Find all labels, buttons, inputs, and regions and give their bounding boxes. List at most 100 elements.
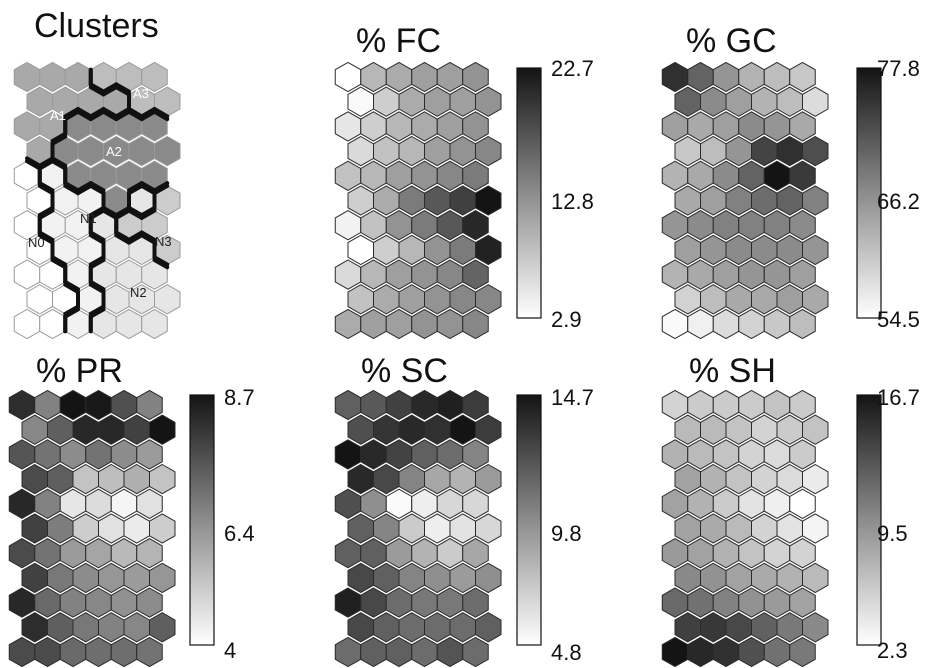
cluster-boundary bbox=[88, 183, 106, 196]
hex-cell bbox=[21, 463, 48, 495]
hex-cell bbox=[373, 562, 400, 594]
hex-cell bbox=[712, 210, 740, 241]
hex-cell bbox=[411, 488, 438, 519]
hex-cell bbox=[360, 587, 387, 618]
hex-cell bbox=[674, 513, 701, 544]
hex-cell bbox=[687, 488, 714, 519]
hex-cell bbox=[398, 612, 425, 643]
sc-colorbar-min-label: 4.8 bbox=[551, 640, 582, 665]
cluster-boundary bbox=[152, 255, 170, 267]
hex-cell bbox=[8, 439, 36, 470]
hex-cell bbox=[776, 513, 803, 544]
cluster-label-n2: N2 bbox=[130, 285, 147, 300]
hex-cell bbox=[751, 612, 778, 643]
hex-cell bbox=[776, 414, 803, 445]
hex-cell bbox=[72, 463, 99, 495]
hex-cell bbox=[738, 210, 765, 241]
hex-cell bbox=[21, 414, 48, 445]
hex-cell bbox=[763, 259, 791, 290]
hex-cell bbox=[674, 612, 701, 643]
hex-cell bbox=[462, 259, 489, 290]
fc-hex-map bbox=[334, 61, 502, 340]
cluster-boundary bbox=[88, 255, 106, 267]
hex-cell bbox=[436, 389, 464, 421]
hex-cell bbox=[21, 513, 48, 544]
hex-cell bbox=[712, 308, 740, 340]
hex-cell bbox=[725, 612, 752, 643]
hex-cell bbox=[789, 111, 816, 142]
cluster-hex-cell bbox=[154, 135, 181, 167]
colorbar-gradient bbox=[856, 394, 882, 646]
cluster-label-a3: A3 bbox=[133, 86, 149, 101]
cluster-boundary bbox=[114, 109, 131, 122]
fc-colorbar-mid-label: 12.8 bbox=[551, 189, 594, 214]
cluster-boundary bbox=[127, 181, 144, 193]
hex-cell bbox=[789, 308, 816, 340]
cluster-boundary bbox=[127, 233, 144, 245]
hex-cell bbox=[751, 135, 778, 167]
hex-cell bbox=[475, 513, 502, 544]
cluster-label-a2: A2 bbox=[106, 144, 122, 159]
hex-cell bbox=[436, 587, 464, 618]
hex-cell bbox=[385, 210, 413, 241]
hex-cell bbox=[411, 587, 438, 618]
cluster-label-a1: A1 bbox=[50, 108, 66, 123]
hex-cell bbox=[789, 160, 816, 191]
hex-cell bbox=[85, 389, 112, 421]
fc-colorbar-min-label: 2.9 bbox=[551, 307, 582, 332]
hex-cell bbox=[398, 86, 425, 117]
hex-cell bbox=[385, 538, 413, 569]
cluster-boundary bbox=[76, 107, 93, 119]
hex-cell bbox=[424, 135, 451, 167]
hex-cell bbox=[674, 135, 701, 167]
hex-cell bbox=[334, 389, 362, 421]
hex-cell bbox=[462, 61, 489, 93]
hex-cell bbox=[8, 538, 36, 569]
hex-cell bbox=[712, 111, 740, 142]
cluster-boundary bbox=[101, 107, 119, 119]
hex-cell bbox=[136, 439, 163, 470]
hex-cell bbox=[34, 636, 61, 668]
hex-cell bbox=[360, 636, 387, 668]
hex-cell bbox=[687, 636, 714, 668]
hex-cell bbox=[661, 160, 689, 191]
hex-cell bbox=[347, 562, 374, 594]
hex-cell bbox=[789, 587, 816, 618]
hex-cell bbox=[136, 389, 163, 421]
hex-cell bbox=[424, 612, 451, 643]
gc-colorbar-max-label: 77.8 bbox=[877, 56, 920, 81]
hex-cell bbox=[123, 612, 150, 643]
hex-cell bbox=[411, 259, 438, 290]
hex-cell bbox=[436, 439, 464, 470]
hex-cell bbox=[424, 463, 451, 495]
hex-cell bbox=[385, 259, 413, 290]
cluster-boundary bbox=[37, 181, 55, 193]
cluster-hex-cell bbox=[64, 61, 92, 93]
hex-cell bbox=[738, 538, 765, 569]
hex-cell bbox=[85, 538, 112, 569]
hex-cell bbox=[449, 284, 476, 315]
cluster-boundary bbox=[50, 156, 68, 168]
hex-cell bbox=[123, 414, 150, 445]
hex-cell bbox=[802, 135, 829, 167]
hex-cell bbox=[802, 86, 829, 117]
cluster-label-n3: N3 bbox=[155, 234, 172, 249]
hex-cell bbox=[475, 234, 502, 266]
hex-cell bbox=[661, 488, 689, 519]
hex-cell bbox=[136, 538, 163, 569]
cluster-boundary bbox=[114, 208, 131, 220]
hex-cell bbox=[475, 284, 502, 315]
hex-cell bbox=[789, 439, 816, 470]
cluster-boundary bbox=[63, 279, 80, 292]
hex-cell bbox=[436, 61, 464, 93]
cluster-boundary bbox=[63, 109, 80, 122]
hex-cell bbox=[700, 284, 727, 315]
hex-cell bbox=[449, 135, 476, 167]
cluster-boundary bbox=[37, 183, 55, 196]
cluster-boundary bbox=[127, 107, 144, 119]
hex-cell bbox=[712, 587, 740, 618]
hex-cell bbox=[373, 135, 400, 167]
hex-cell bbox=[334, 488, 362, 519]
hex-cell bbox=[34, 538, 61, 569]
hex-cell bbox=[110, 439, 138, 470]
